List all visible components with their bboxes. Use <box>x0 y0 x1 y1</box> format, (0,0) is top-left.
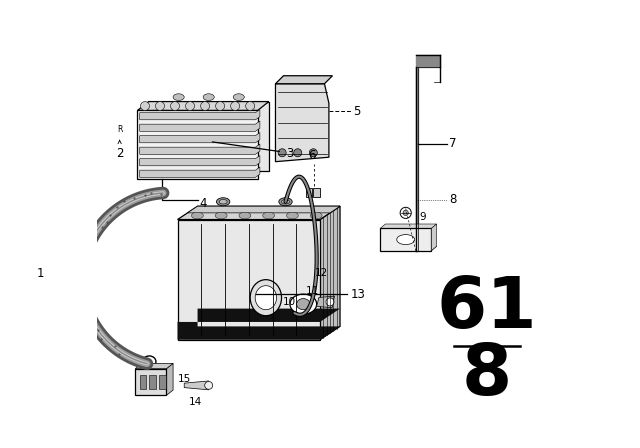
Bar <box>140 375 147 389</box>
Text: 10: 10 <box>284 297 296 307</box>
Polygon shape <box>416 55 440 67</box>
Polygon shape <box>140 155 260 166</box>
Text: 11: 11 <box>305 286 319 296</box>
Bar <box>159 375 166 389</box>
Ellipse shape <box>290 294 317 314</box>
Text: 12: 12 <box>314 268 328 278</box>
Ellipse shape <box>239 212 251 219</box>
Ellipse shape <box>246 102 255 111</box>
Ellipse shape <box>296 298 310 310</box>
Polygon shape <box>138 102 269 111</box>
Polygon shape <box>177 309 340 340</box>
Polygon shape <box>140 144 260 154</box>
Text: 8: 8 <box>449 193 456 206</box>
Ellipse shape <box>205 382 212 389</box>
Ellipse shape <box>294 149 301 157</box>
Ellipse shape <box>250 280 282 316</box>
Ellipse shape <box>173 94 184 100</box>
Text: 6: 6 <box>308 150 316 163</box>
Polygon shape <box>380 228 431 251</box>
Polygon shape <box>317 296 335 308</box>
Ellipse shape <box>203 94 214 100</box>
Polygon shape <box>148 102 269 171</box>
Polygon shape <box>140 121 260 131</box>
Bar <box>305 188 312 197</box>
Text: 3: 3 <box>287 147 294 160</box>
Ellipse shape <box>156 102 164 111</box>
Ellipse shape <box>397 235 415 245</box>
Ellipse shape <box>403 210 408 215</box>
Text: 9: 9 <box>419 212 426 222</box>
Polygon shape <box>380 246 436 251</box>
Polygon shape <box>140 167 260 177</box>
Ellipse shape <box>278 149 286 157</box>
Ellipse shape <box>309 149 317 157</box>
Ellipse shape <box>233 94 244 100</box>
Ellipse shape <box>287 212 298 219</box>
Ellipse shape <box>255 286 276 310</box>
Text: 61: 61 <box>436 274 537 343</box>
Polygon shape <box>184 381 209 390</box>
Ellipse shape <box>400 207 412 219</box>
Text: 4: 4 <box>200 198 207 211</box>
Ellipse shape <box>310 212 322 219</box>
Polygon shape <box>140 110 260 120</box>
Text: 15: 15 <box>177 375 191 384</box>
Ellipse shape <box>200 102 209 111</box>
Ellipse shape <box>186 102 195 111</box>
Polygon shape <box>140 133 260 143</box>
Text: 5: 5 <box>353 104 361 117</box>
Polygon shape <box>431 224 436 251</box>
Polygon shape <box>380 224 436 228</box>
Polygon shape <box>135 363 173 369</box>
Ellipse shape <box>191 212 204 219</box>
Bar <box>150 375 156 389</box>
Ellipse shape <box>230 102 239 111</box>
Polygon shape <box>166 363 173 396</box>
Text: 2: 2 <box>116 147 124 160</box>
Text: 1: 1 <box>36 267 44 280</box>
Text: 7: 7 <box>449 138 456 151</box>
Bar <box>313 188 320 197</box>
Ellipse shape <box>262 212 275 219</box>
Polygon shape <box>177 206 340 220</box>
Ellipse shape <box>143 356 156 367</box>
Text: 13: 13 <box>351 288 366 301</box>
Ellipse shape <box>326 298 334 306</box>
Text: 14: 14 <box>189 397 202 407</box>
Ellipse shape <box>282 199 289 204</box>
Ellipse shape <box>170 102 180 111</box>
Ellipse shape <box>216 102 225 111</box>
Ellipse shape <box>216 198 230 206</box>
Ellipse shape <box>140 102 150 111</box>
Text: R: R <box>117 125 122 134</box>
Polygon shape <box>275 84 329 162</box>
Polygon shape <box>275 76 332 84</box>
Ellipse shape <box>279 198 292 206</box>
Ellipse shape <box>215 212 227 219</box>
Ellipse shape <box>219 199 227 204</box>
Polygon shape <box>188 206 340 213</box>
Text: 8: 8 <box>462 341 512 410</box>
Polygon shape <box>135 369 166 396</box>
Polygon shape <box>177 220 320 340</box>
Polygon shape <box>320 206 340 340</box>
Polygon shape <box>138 111 258 180</box>
